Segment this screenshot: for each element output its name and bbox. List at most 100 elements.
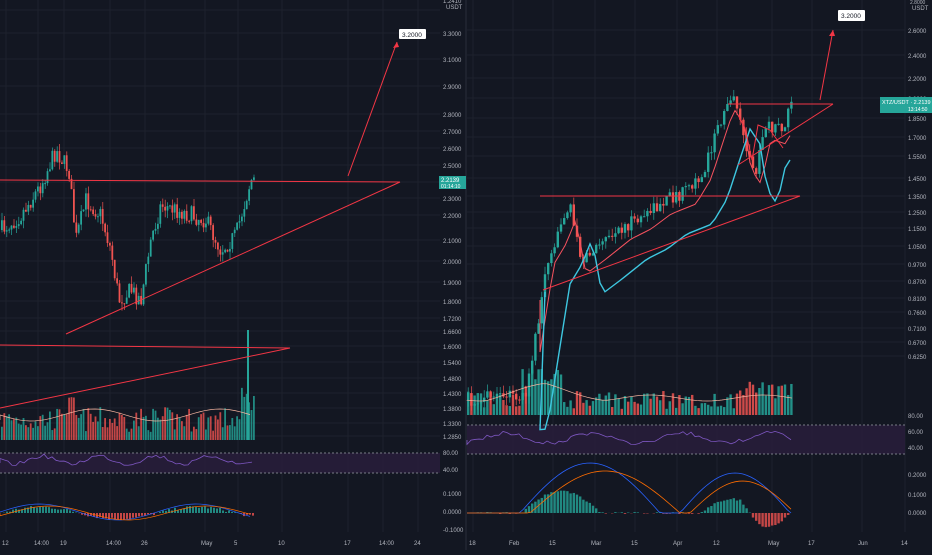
volume-bar [61, 414, 63, 440]
rsi-tick: 40.00 [443, 468, 459, 474]
volume-bar [198, 417, 200, 440]
volume-bar [509, 406, 511, 415]
macd-histogram-bar [624, 513, 626, 514]
y-tick-label: 3.3000 [443, 32, 462, 38]
x-tick-label: 18 [469, 541, 476, 547]
volume-bar [140, 409, 142, 440]
macd-histogram-bar [614, 512, 616, 513]
volume-bar [3, 413, 5, 440]
candle-body [243, 209, 245, 217]
macd-histogram-bar [525, 509, 527, 513]
candle-body [608, 236, 610, 237]
macd-histogram-bar [198, 508, 200, 513]
rsi-tick: 80.00 [443, 451, 459, 457]
candle-body [133, 288, 135, 293]
volume-bar [486, 400, 488, 415]
volume-bar [18, 424, 20, 440]
volume-bar [717, 407, 719, 415]
volume-bar [131, 429, 133, 440]
macd-tick: 0.2000 [908, 473, 927, 479]
volume-bar [107, 427, 109, 440]
candle-body [111, 246, 113, 260]
volume-bar [128, 432, 130, 440]
volume-bar [90, 414, 92, 440]
volume-bar [710, 406, 712, 415]
candle-body [3, 220, 5, 231]
candle-body [49, 169, 51, 171]
volume-bar [653, 393, 655, 415]
y-tick-label: 2.2000 [443, 214, 462, 220]
candle-body [85, 193, 87, 209]
volume-bar [528, 387, 530, 415]
volume-bar [73, 397, 75, 440]
macd-histogram-bar [621, 512, 623, 513]
x-tick-label: 14 [901, 541, 908, 547]
candle-body [164, 207, 166, 211]
y-tick-label: 1.4500 [908, 177, 927, 183]
macd-histogram-bar [605, 513, 607, 514]
volume-bar [6, 416, 8, 440]
macd-tick: -0.1000 [443, 528, 464, 534]
volume-bar [104, 418, 106, 440]
macd-histogram-bar [216, 509, 218, 513]
candle-body [159, 204, 161, 223]
volume-bar [720, 406, 722, 415]
candle-body [761, 137, 763, 150]
volume-bar [92, 422, 94, 440]
volume-bar [637, 404, 639, 415]
y-tick-label: 0.9700 [908, 263, 927, 269]
macd-histogram-bar [557, 491, 559, 513]
candle-body [90, 209, 92, 210]
candle-body [61, 162, 63, 163]
volume-bar [752, 385, 754, 415]
x-tick-label: May [201, 541, 212, 547]
macd-histogram-bar [222, 510, 224, 513]
volume-bar [774, 398, 776, 415]
y-tick-label: 2.0000 [443, 260, 462, 266]
candle-body [765, 129, 767, 138]
y-tick-label: 1.0500 [908, 245, 927, 251]
macd-histogram-bar [560, 491, 562, 513]
macd-histogram-bar [252, 513, 254, 516]
volume-bar [563, 402, 565, 415]
candle-body [229, 249, 231, 252]
x-tick-label: 19 [60, 541, 67, 547]
candle-body [128, 284, 130, 298]
volume-bar [227, 425, 229, 440]
y-tick-label: 0.6250 [908, 355, 927, 361]
volume-bar [224, 408, 226, 440]
volume-bar [20, 425, 22, 440]
volume-bar [477, 393, 479, 415]
volume-bar [11, 420, 13, 440]
macd-histogram-bar [595, 508, 597, 513]
candle-body [188, 221, 190, 222]
candle-body [145, 264, 147, 284]
macd-histogram-bar [566, 491, 568, 513]
volume-bar [205, 429, 207, 440]
volume-bar [32, 428, 34, 440]
volume-bar [771, 385, 773, 415]
candle-body [701, 177, 703, 182]
volume-bar [790, 384, 792, 415]
macd-histogram-bar [48, 507, 50, 513]
volume-bar [547, 381, 549, 415]
macd-histogram-bar [6, 512, 8, 513]
y-tick-label: 1.8500 [908, 117, 927, 123]
macd-histogram-bar [204, 506, 206, 513]
macd-histogram-bar [736, 501, 738, 513]
candle-body [219, 249, 221, 254]
volume-bar [30, 423, 32, 440]
volume-bar [787, 395, 789, 415]
candle-body [547, 263, 549, 274]
candle-body [640, 216, 642, 222]
candle-body [483, 398, 485, 402]
volume-bar [243, 397, 245, 440]
volume-bar [518, 406, 520, 415]
volume-bar [605, 396, 607, 415]
volume-bar [784, 384, 786, 415]
volume-bar [186, 415, 188, 440]
y-tick-label: 1.6000 [443, 345, 462, 351]
macd-histogram-bar [129, 513, 131, 519]
candle-body [25, 210, 27, 212]
